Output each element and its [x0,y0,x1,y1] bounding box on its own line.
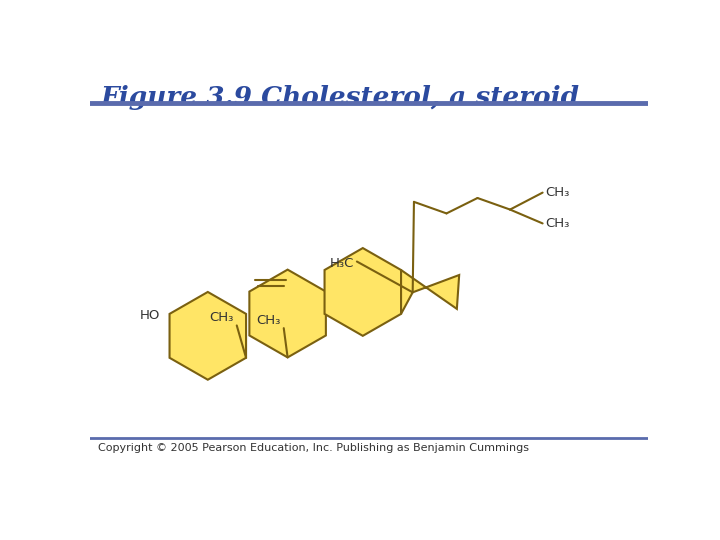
Text: Figure 3.9 Cholesterol, a steroid: Figure 3.9 Cholesterol, a steroid [101,85,580,110]
Polygon shape [325,248,401,336]
Text: CH₃: CH₃ [256,314,281,327]
Polygon shape [249,269,326,357]
Text: Copyright © 2005 Pearson Education, Inc. Publishing as Benjamin Cummings: Copyright © 2005 Pearson Education, Inc.… [98,443,528,453]
Text: CH₃: CH₃ [210,311,234,324]
Polygon shape [169,292,246,380]
Polygon shape [401,270,459,314]
Text: CH₃: CH₃ [546,217,570,230]
Text: CH₃: CH₃ [546,186,570,199]
Text: HO: HO [140,309,161,322]
Text: H₃C: H₃C [330,256,354,269]
